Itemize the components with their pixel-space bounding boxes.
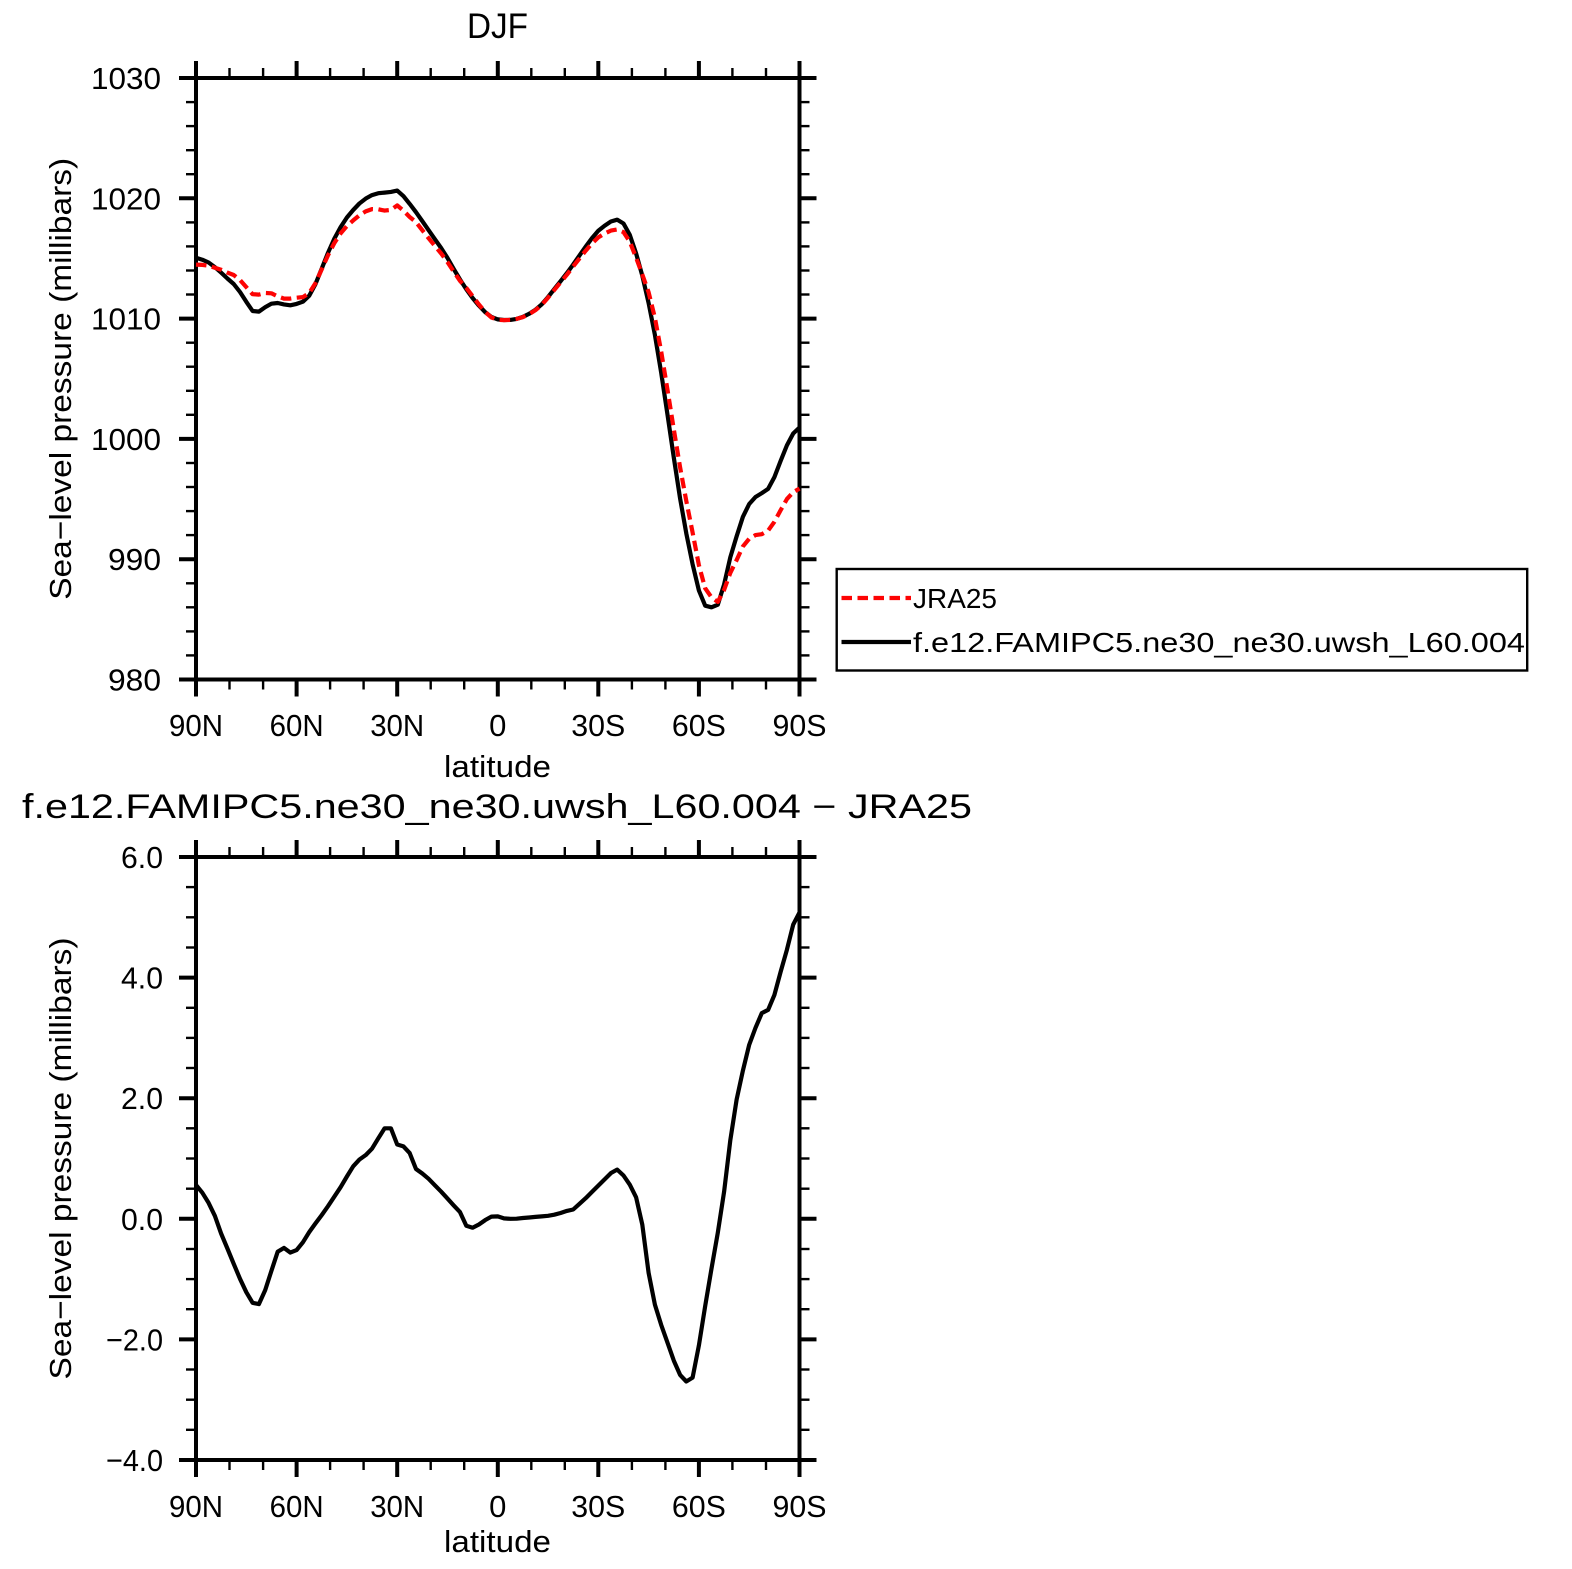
svg-text:990: 990: [108, 542, 161, 577]
svg-text:Sea−level pressure (millibars): Sea−level pressure (millibars): [43, 158, 78, 600]
svg-text:1020: 1020: [91, 181, 161, 216]
svg-text:980: 980: [108, 663, 161, 698]
svg-text:60S: 60S: [672, 1489, 726, 1524]
svg-text:0: 0: [489, 708, 506, 743]
svg-text:Sea−level pressure (millibars): Sea−level pressure (millibars): [43, 938, 78, 1380]
svg-text:latitude: latitude: [444, 749, 551, 784]
svg-text:−4.0: −4.0: [106, 1443, 163, 1478]
svg-text:2.0: 2.0: [121, 1081, 163, 1116]
svg-text:1000: 1000: [91, 422, 161, 457]
svg-text:DJF: DJF: [467, 7, 528, 46]
svg-text:90S: 90S: [773, 1489, 827, 1524]
svg-text:60N: 60N: [270, 708, 324, 743]
svg-text:−2.0: −2.0: [106, 1322, 163, 1357]
svg-text:f.e12.FAMIPC5.ne30_ne30.uwsh_L: f.e12.FAMIPC5.ne30_ne30.uwsh_L60.004: [913, 627, 1525, 658]
svg-text:90N: 90N: [169, 708, 223, 743]
svg-text:6.0: 6.0: [121, 840, 163, 875]
svg-text:4.0: 4.0: [121, 961, 163, 996]
svg-text:0: 0: [489, 1489, 506, 1524]
svg-text:90S: 90S: [773, 708, 827, 743]
svg-text:90N: 90N: [169, 1489, 223, 1524]
svg-text:JRA25: JRA25: [913, 583, 997, 614]
svg-text:1010: 1010: [91, 302, 161, 337]
svg-text:30S: 30S: [571, 1489, 625, 1524]
svg-text:60S: 60S: [672, 708, 726, 743]
svg-text:30N: 30N: [370, 1489, 424, 1524]
svg-text:1030: 1030: [91, 61, 161, 96]
svg-text:30S: 30S: [571, 708, 625, 743]
svg-text:f.e12.FAMIPC5.ne30_ne30.uwsh_L: f.e12.FAMIPC5.ne30_ne30.uwsh_L60.004 − J…: [22, 788, 972, 826]
svg-text:60N: 60N: [270, 1489, 324, 1524]
svg-text:30N: 30N: [370, 708, 424, 743]
svg-text:latitude: latitude: [444, 1524, 551, 1559]
svg-text:0.0: 0.0: [121, 1202, 163, 1237]
